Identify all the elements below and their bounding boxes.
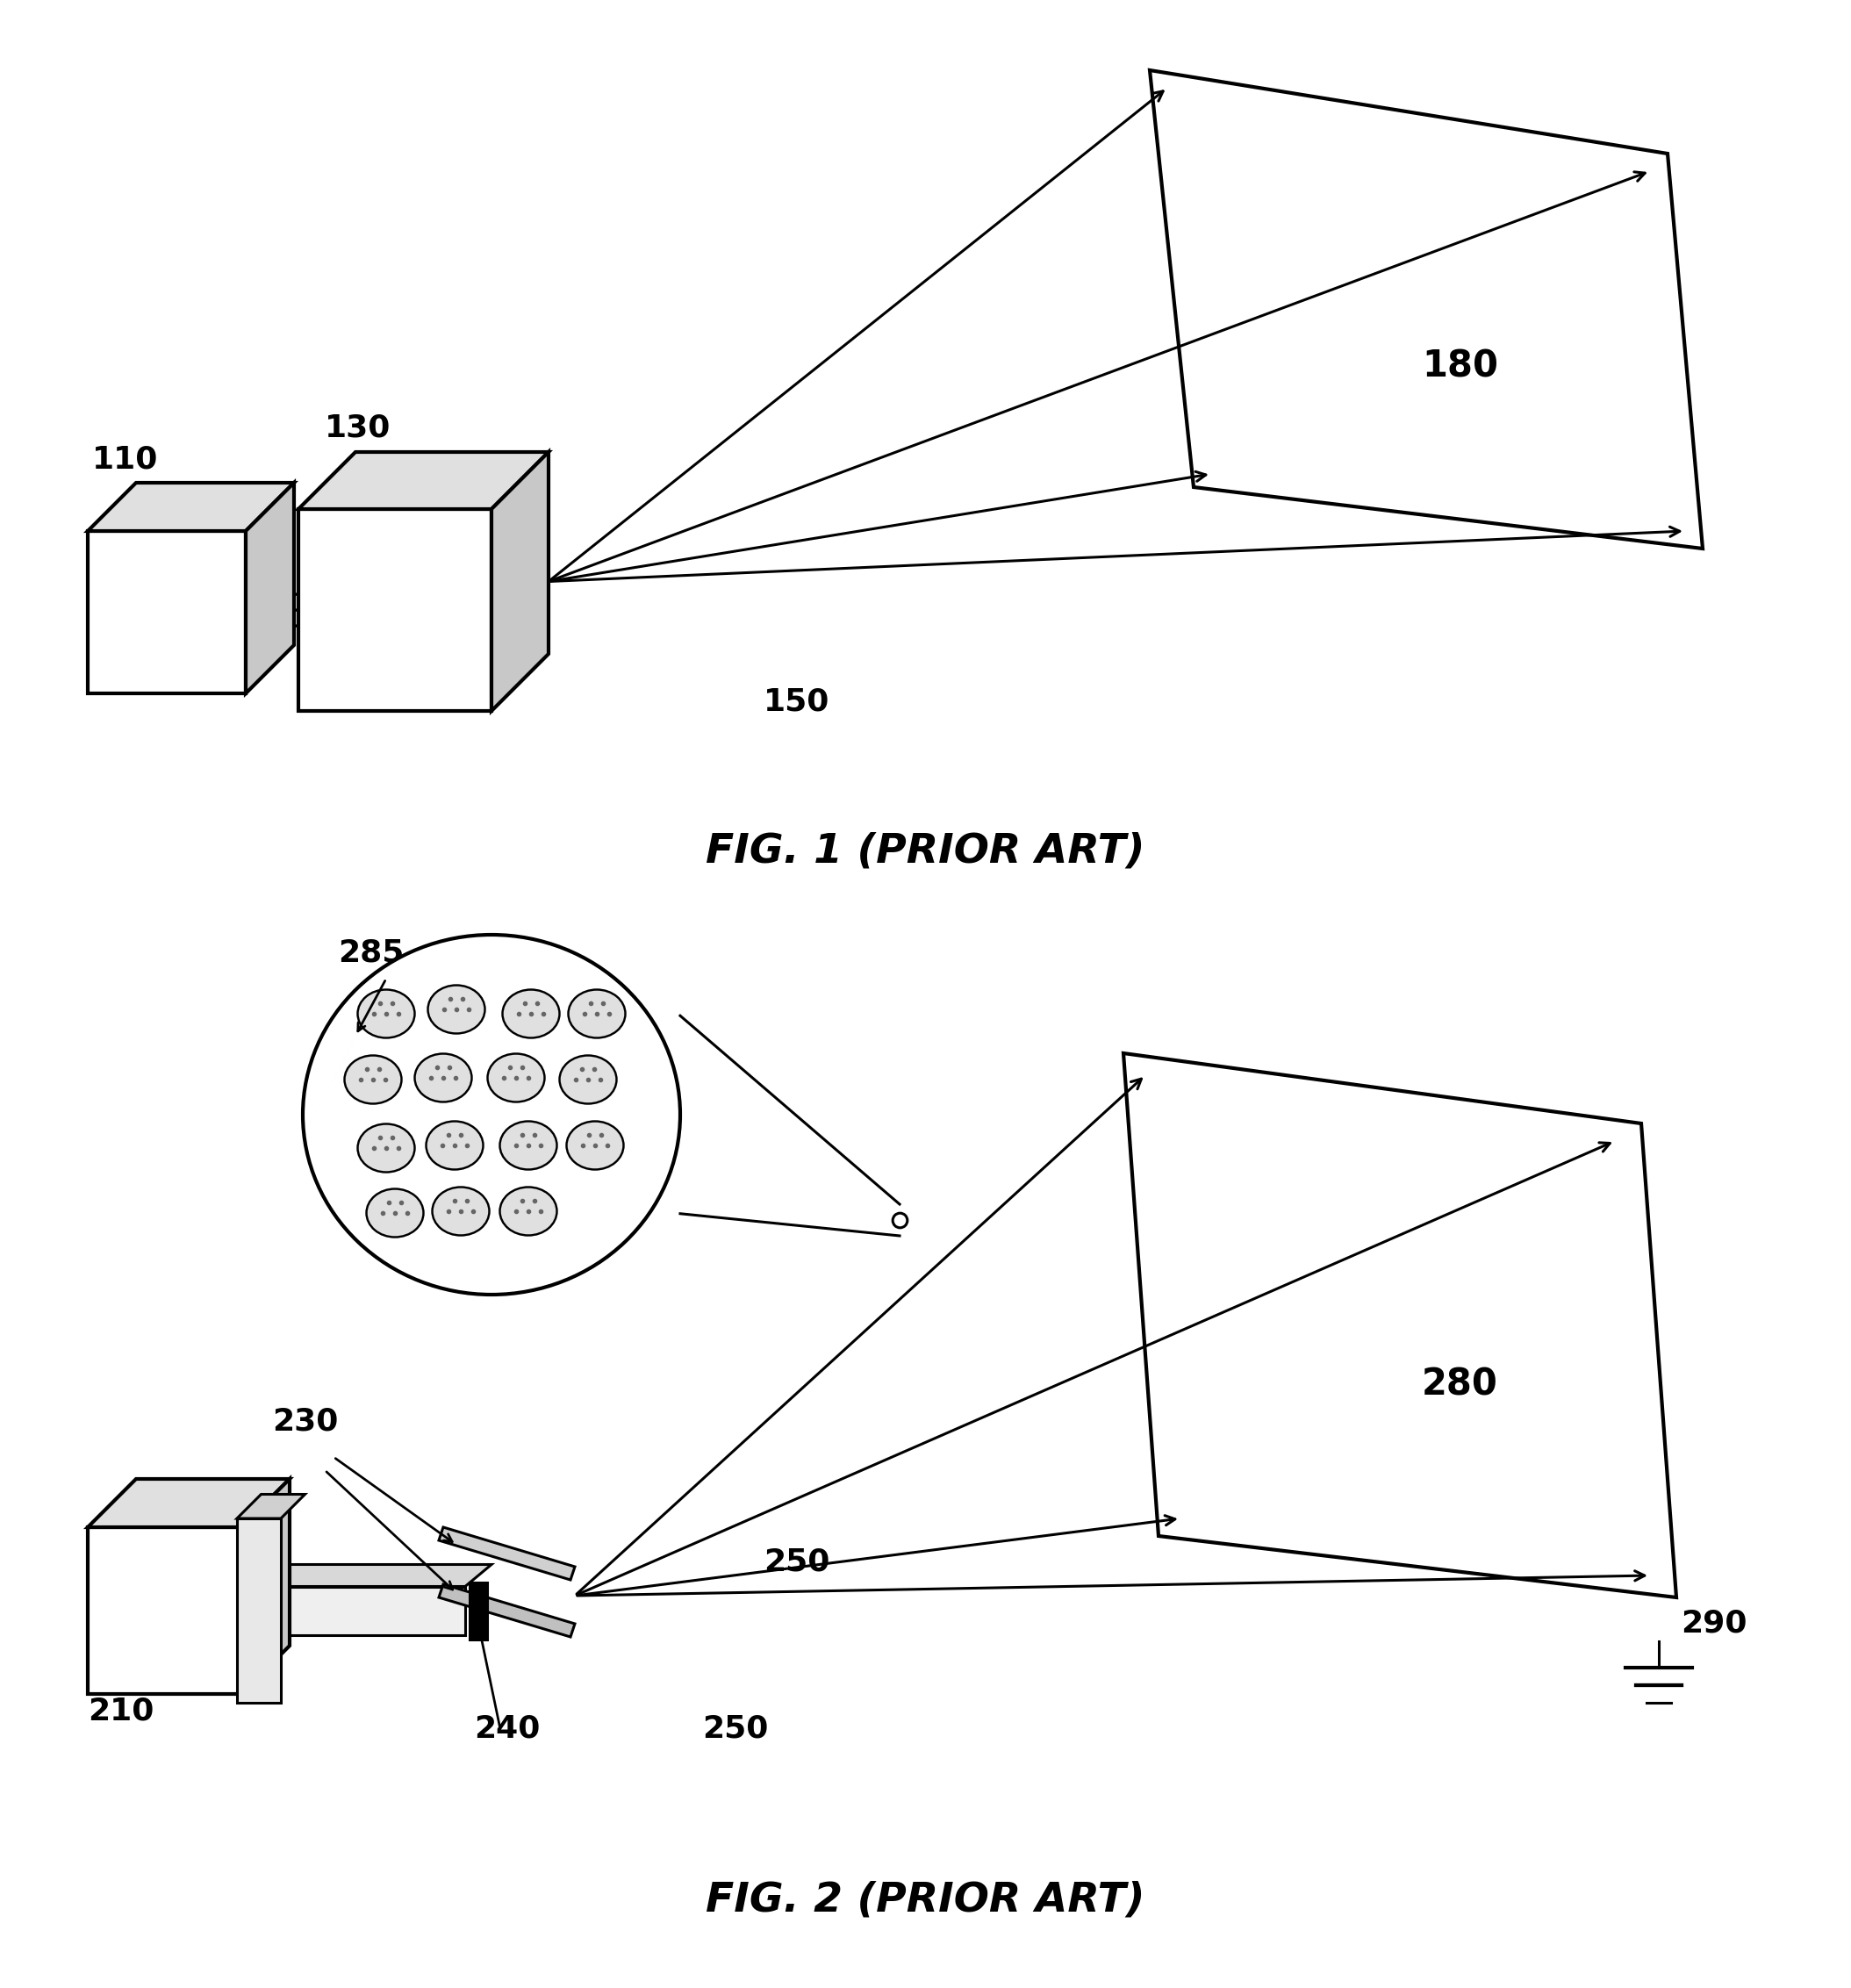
Ellipse shape bbox=[344, 1056, 402, 1103]
Polygon shape bbox=[241, 1479, 289, 1694]
Polygon shape bbox=[439, 1584, 576, 1636]
Ellipse shape bbox=[500, 1121, 557, 1169]
Ellipse shape bbox=[357, 990, 415, 1038]
Ellipse shape bbox=[566, 1121, 624, 1169]
Text: 180: 180 bbox=[1422, 348, 1497, 386]
Text: 250: 250 bbox=[764, 1547, 829, 1576]
Text: 130: 130 bbox=[324, 414, 391, 443]
Polygon shape bbox=[1124, 1054, 1677, 1598]
Text: 285: 285 bbox=[339, 938, 404, 968]
Text: 210: 210 bbox=[87, 1696, 154, 1726]
Polygon shape bbox=[87, 1527, 241, 1694]
Polygon shape bbox=[246, 483, 294, 694]
Polygon shape bbox=[241, 1586, 465, 1634]
Polygon shape bbox=[1149, 70, 1703, 549]
Text: 150: 150 bbox=[764, 688, 829, 718]
Ellipse shape bbox=[428, 986, 485, 1034]
Text: 250: 250 bbox=[702, 1714, 768, 1743]
Ellipse shape bbox=[426, 1121, 483, 1169]
Ellipse shape bbox=[568, 990, 626, 1038]
Text: FIG. 1 (PRIOR ART): FIG. 1 (PRIOR ART) bbox=[705, 831, 1144, 871]
Polygon shape bbox=[492, 451, 548, 712]
Text: 280: 280 bbox=[1422, 1366, 1497, 1404]
Polygon shape bbox=[87, 483, 294, 531]
Ellipse shape bbox=[415, 1054, 472, 1101]
Ellipse shape bbox=[357, 1123, 415, 1173]
Ellipse shape bbox=[502, 990, 559, 1038]
Text: 230: 230 bbox=[272, 1408, 339, 1437]
Ellipse shape bbox=[366, 1189, 424, 1237]
Text: 290: 290 bbox=[1681, 1608, 1747, 1638]
Ellipse shape bbox=[500, 1187, 557, 1235]
Polygon shape bbox=[87, 1479, 289, 1527]
Ellipse shape bbox=[487, 1054, 544, 1101]
Polygon shape bbox=[439, 1527, 576, 1580]
Text: 240: 240 bbox=[474, 1714, 540, 1743]
Polygon shape bbox=[241, 1565, 492, 1586]
Polygon shape bbox=[298, 451, 548, 509]
Ellipse shape bbox=[304, 934, 679, 1294]
Text: FIG. 2 (PRIOR ART): FIG. 2 (PRIOR ART) bbox=[705, 1881, 1144, 1920]
Polygon shape bbox=[470, 1582, 487, 1640]
Polygon shape bbox=[237, 1495, 305, 1519]
Ellipse shape bbox=[559, 1056, 616, 1103]
Polygon shape bbox=[298, 509, 492, 712]
Text: 110: 110 bbox=[93, 443, 159, 473]
Polygon shape bbox=[237, 1519, 281, 1704]
Ellipse shape bbox=[433, 1187, 489, 1235]
Polygon shape bbox=[87, 531, 246, 694]
